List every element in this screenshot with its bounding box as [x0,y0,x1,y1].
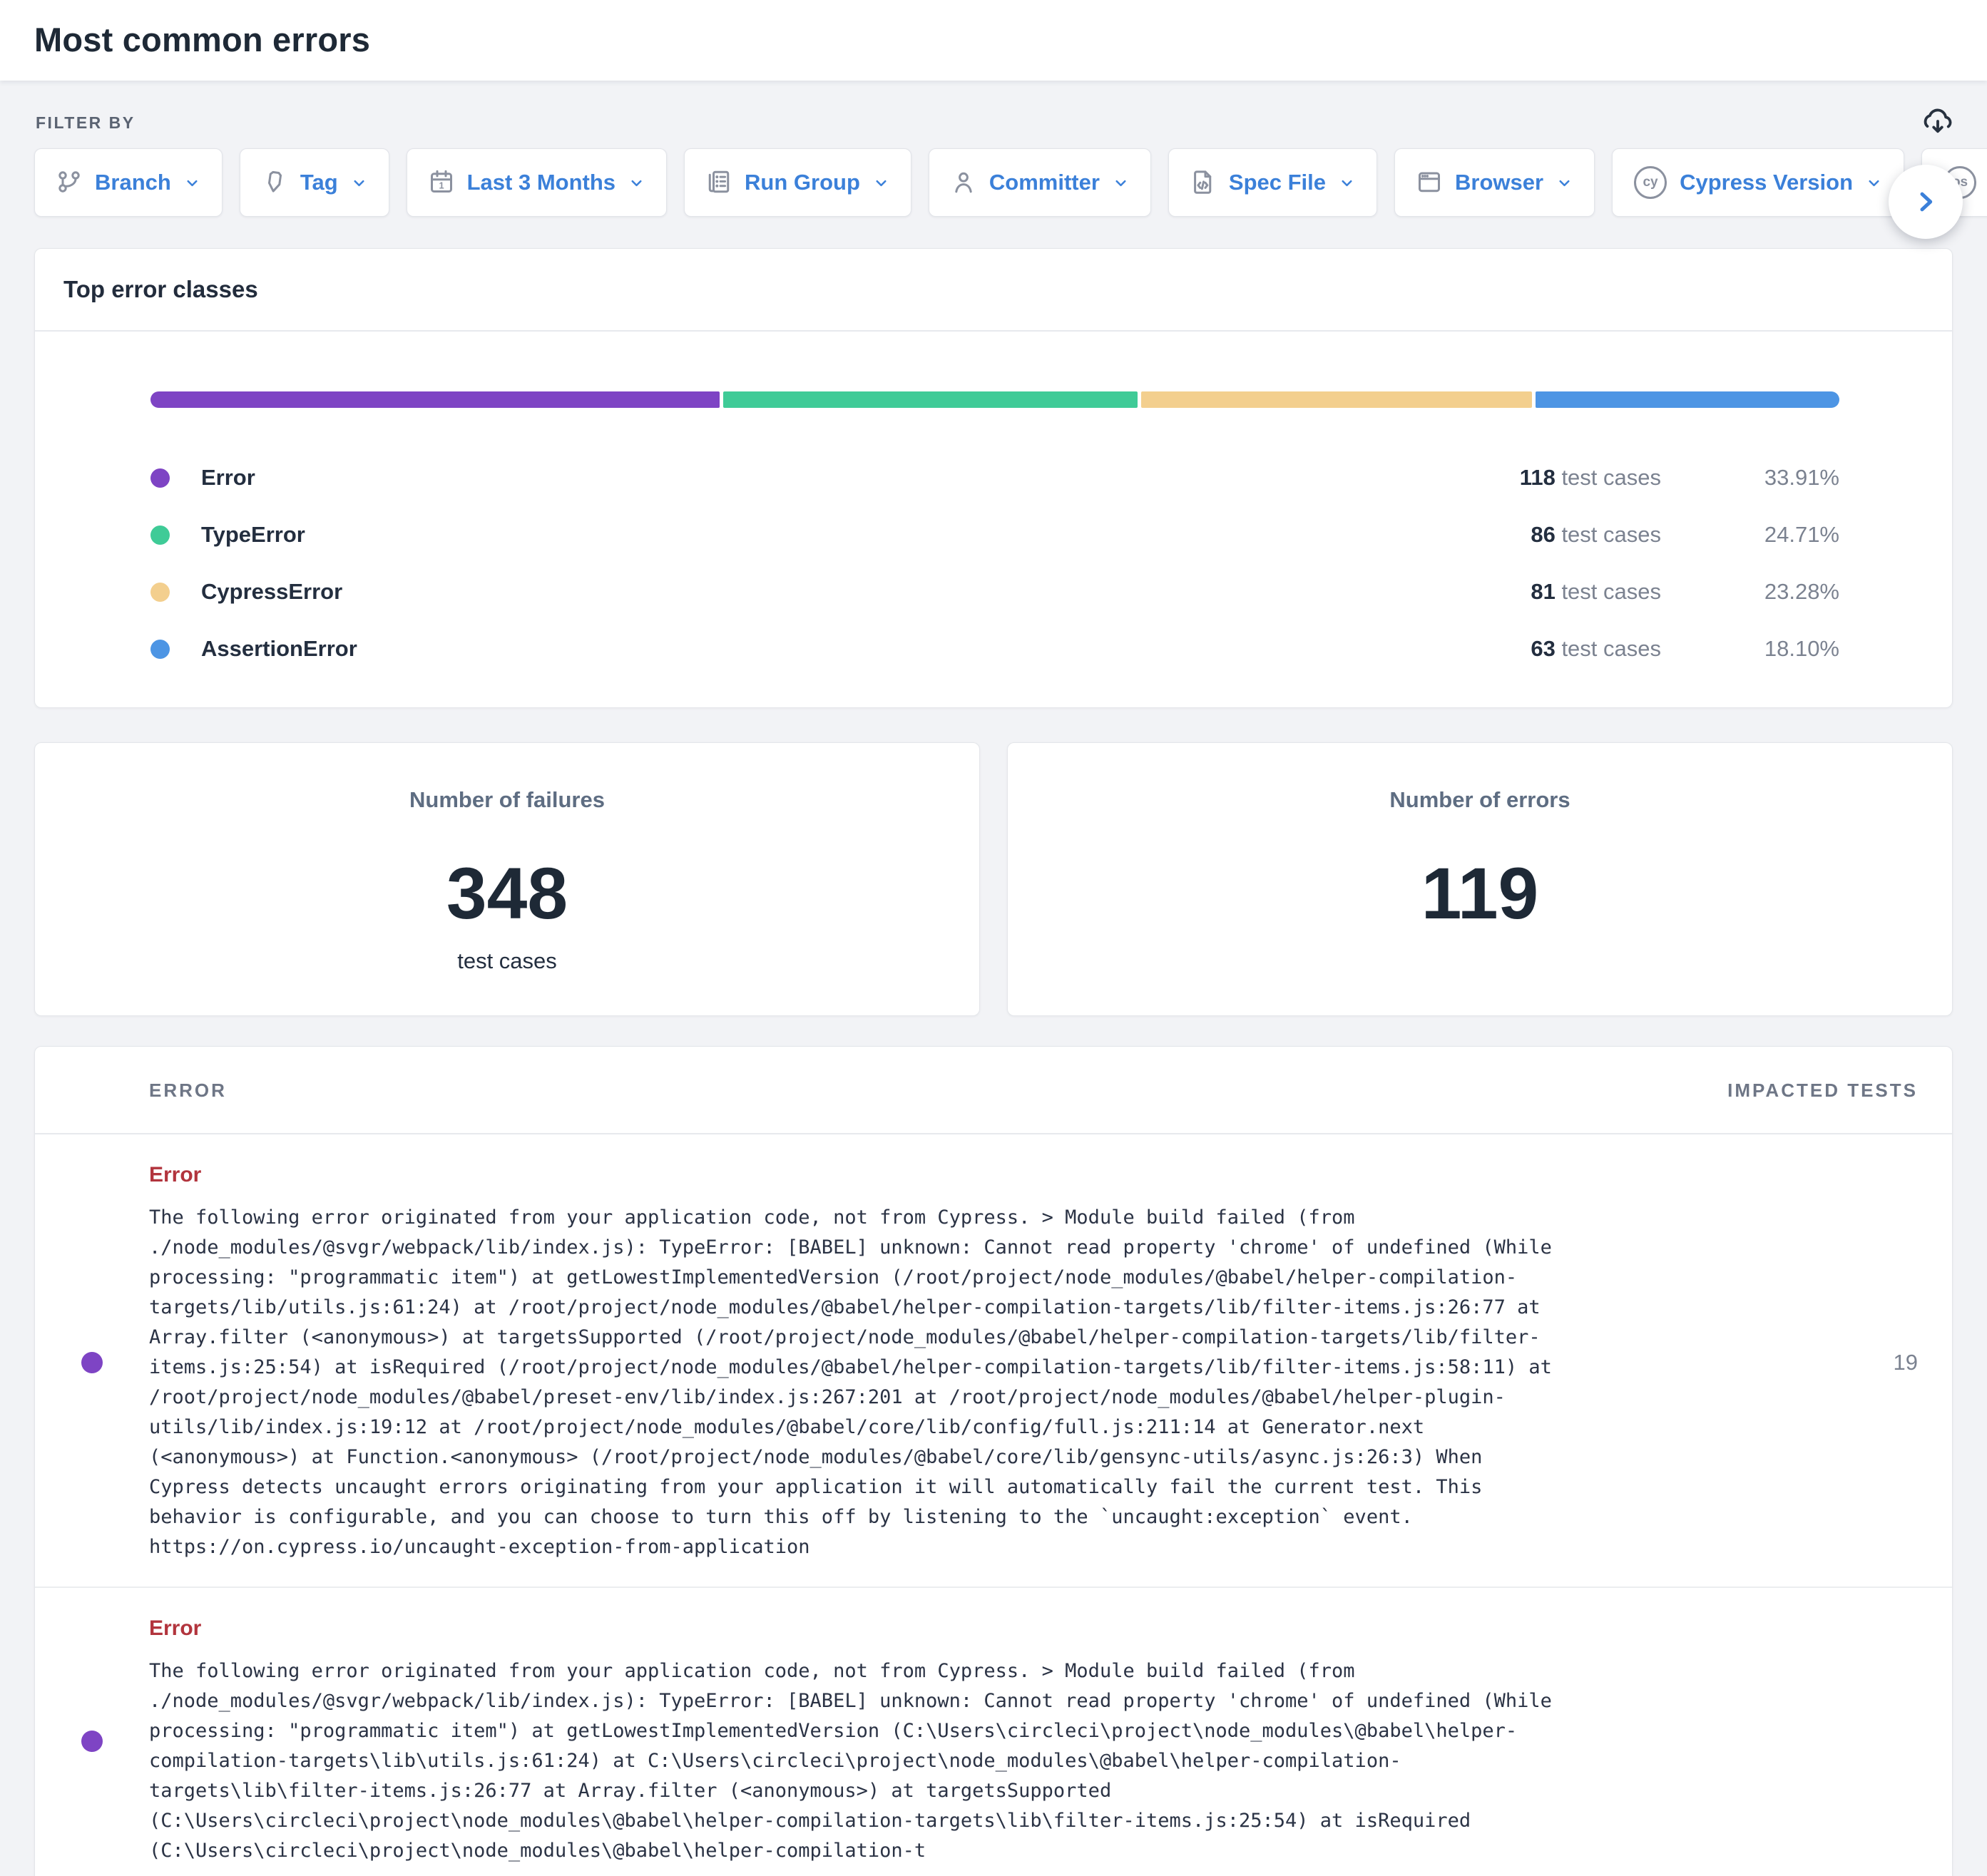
common-errors-table: ERROR IMPACTED TESTS Error The following… [34,1046,1953,1876]
legend-row-typeerror: TypeError 86 test cases 24.71% [150,506,1839,563]
calendar-icon: 1 [429,169,454,197]
error-classes-chart: Error 118 test cases 33.91% TypeError 86… [35,332,1952,707]
filter-label: Branch [95,170,171,195]
spec-file-icon [1190,169,1216,197]
git-branch-icon [56,169,82,197]
page-header: Most common errors [0,0,1987,81]
stat-unit: test cases [457,948,557,973]
legend-dot [150,468,170,488]
chevron-down-icon [1869,180,1879,186]
error-class-percent: 33.91% [1764,465,1839,490]
filter-label: Committer [989,170,1100,195]
filter-by-label: FILTER BY [36,113,136,132]
chevron-down-icon [631,180,642,186]
error-class-name: AssertionError [201,636,357,661]
error-message-text: The following error originated from your… [149,1660,1552,1862]
chevron-down-icon [1559,180,1570,186]
stat-unit [1008,948,1952,975]
filter-branch[interactable]: Branch [34,148,223,217]
legend-row-assertionerror: AssertionError 63 test cases 18.10% [150,620,1839,677]
error-class-name: Error [201,465,255,490]
table-header: ERROR IMPACTED TESTS [35,1047,1952,1134]
error-class-name: CypressError [201,579,343,604]
filters-scroll-right-button[interactable] [1889,165,1963,239]
error-class-dot-column [35,1731,149,1752]
filter-label: Spec File [1228,170,1327,195]
filter-browser[interactable]: Browser [1394,148,1595,217]
filter-time-range[interactable]: 1 Last 3 Months [406,148,668,217]
error-class-count: 63 test cases [1531,636,1661,661]
error-class-dot [81,1731,103,1752]
error-table-row[interactable]: Error The following error originated fro… [35,1588,1952,1876]
filter-label: Run Group [745,170,860,195]
error-message-cell: Error The following error originated fro… [149,1616,1811,1866]
chevron-down-icon [876,180,887,186]
filter-bar: Branch Tag 1 Last 3 Months Run Group Com… [34,148,1987,217]
download-report-button[interactable] [1921,106,1954,140]
error-table-row[interactable]: Error The following error originated fro… [35,1134,1952,1588]
stat-value: 348 [446,853,568,934]
chevron-down-icon [1342,180,1352,186]
error-class-percent: 24.71% [1764,522,1839,547]
error-message-cell: Error The following error originated fro… [149,1163,1811,1562]
top-error-classes-card: Top error classes Error 118 test cases 3… [34,248,1953,708]
legend-row-error: Error 118 test cases 33.91% [150,449,1839,506]
chevron-right-icon [1920,192,1933,212]
filter-committer[interactable]: Committer [928,148,1151,217]
error-class-stacked-bar [150,391,1839,408]
legend-dot [150,525,170,545]
legend-dot [150,639,170,659]
number-of-failures-card: Number of failures 348 test cases [34,742,980,1016]
user-icon [951,169,976,197]
error-class-count: 81 test cases [1531,579,1661,604]
column-error: ERROR [149,1080,227,1101]
filter-label: Browser [1455,170,1544,195]
column-impacted-tests: IMPACTED TESTS [1727,1080,1918,1101]
error-message-text: The following error originated from your… [149,1206,1552,1558]
error-class-name: TypeError [201,522,305,547]
filter-spec-file[interactable]: Spec File [1168,148,1378,217]
error-class-label: Error [149,1616,202,1640]
chevron-down-icon [354,180,364,186]
error-class-percent: 23.28% [1764,579,1839,604]
bar-segment-cypresserror [1141,391,1533,408]
error-class-dot [81,1352,103,1373]
filter-run-group[interactable]: Run Group [684,148,911,217]
stat-title: Number of failures [409,787,605,812]
error-class-count: 86 test cases [1531,522,1661,547]
card-title: Top error classes [35,249,1952,332]
filter-label: Tag [300,170,338,195]
filter-label: Cypress Version [1680,170,1854,195]
stats-row: Number of failures 348 test cases Number… [34,742,1953,1016]
legend-row-cypresserror: CypressError 81 test cases 23.28% [150,563,1839,620]
chevron-down-icon [1115,180,1126,186]
number-of-errors-card: Number of errors 119 [1007,742,1953,1016]
browser-window-icon [1416,169,1442,197]
stat-title: Number of errors [1389,787,1570,812]
error-class-count: 118 test cases [1519,465,1661,490]
legend-dot [150,582,170,602]
chevron-down-icon [187,180,198,186]
cypress-version-icon: cy [1634,166,1667,199]
filter-tag[interactable]: Tag [239,148,389,217]
svg-text:1: 1 [439,180,444,190]
bar-segment-assertionerror [1536,391,1839,408]
tag-icon [262,169,287,197]
page-title: Most common errors [34,21,371,58]
filter-cypress-version[interactable]: cy Cypress Version [1612,148,1905,217]
error-class-dot-column [35,1352,149,1373]
run-group-icon [706,169,732,197]
error-class-percent: 18.10% [1764,636,1839,661]
impacted-tests-count: 19 [1893,1350,1918,1375]
bar-segment-error [150,391,720,408]
error-class-label: Error [149,1163,202,1186]
stat-value: 119 [1421,853,1539,934]
cloud-download-icon [1921,108,1954,140]
filter-label: Last 3 Months [466,170,616,195]
bar-segment-typeerror [722,391,1138,408]
